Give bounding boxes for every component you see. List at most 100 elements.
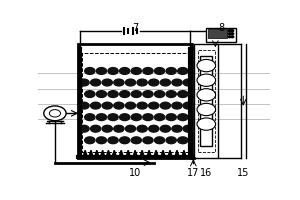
Polygon shape [133,150,137,157]
Circle shape [125,125,136,132]
Circle shape [228,33,231,35]
Polygon shape [126,150,130,157]
Circle shape [183,125,193,132]
Polygon shape [106,150,111,157]
Circle shape [197,118,216,130]
Circle shape [131,137,141,144]
Circle shape [108,91,118,97]
Polygon shape [119,150,124,157]
Circle shape [197,89,216,101]
Circle shape [166,137,176,144]
Circle shape [85,91,95,97]
Circle shape [50,110,61,117]
Circle shape [154,137,165,144]
Circle shape [178,91,188,97]
Circle shape [91,102,101,109]
Bar [198,50,215,152]
Bar [200,56,212,146]
Bar [206,28,236,42]
Polygon shape [89,150,93,157]
Bar [208,29,227,38]
Circle shape [166,91,176,97]
Circle shape [197,74,216,86]
Circle shape [131,68,141,74]
Circle shape [172,102,182,109]
Text: 16: 16 [200,168,213,178]
Polygon shape [175,150,179,157]
Circle shape [228,36,231,38]
Circle shape [44,106,66,121]
Circle shape [183,102,193,109]
Circle shape [166,68,176,74]
Circle shape [96,137,106,144]
Text: 15: 15 [237,168,250,178]
Circle shape [143,114,153,121]
Circle shape [166,114,176,121]
Text: 17: 17 [187,168,200,178]
Bar [82,53,190,152]
Circle shape [79,79,89,86]
Circle shape [125,102,136,109]
Circle shape [231,30,234,32]
Circle shape [120,68,130,74]
Circle shape [148,102,159,109]
Circle shape [79,125,89,132]
Circle shape [137,102,147,109]
Polygon shape [112,150,117,157]
Polygon shape [161,150,165,157]
Text: 8: 8 [218,23,224,33]
Polygon shape [168,150,172,157]
Circle shape [148,79,159,86]
Circle shape [154,114,165,121]
Circle shape [114,125,124,132]
Circle shape [125,79,136,86]
Circle shape [172,125,182,132]
Circle shape [85,137,95,144]
Polygon shape [182,150,186,157]
Circle shape [143,68,153,74]
Polygon shape [140,150,145,157]
Circle shape [108,68,118,74]
Polygon shape [94,150,99,157]
Circle shape [102,79,112,86]
Circle shape [96,68,106,74]
Circle shape [231,36,234,38]
Polygon shape [154,150,158,157]
Circle shape [96,114,106,121]
Circle shape [108,114,118,121]
Circle shape [108,137,118,144]
Circle shape [96,91,106,97]
Circle shape [160,125,170,132]
Polygon shape [100,150,105,157]
Polygon shape [83,150,88,157]
Circle shape [131,91,141,97]
Text: 7: 7 [132,23,138,33]
Circle shape [183,79,193,86]
Circle shape [197,59,216,72]
Polygon shape [147,150,152,157]
Circle shape [102,102,112,109]
Circle shape [137,125,147,132]
Circle shape [85,114,95,121]
Text: 10: 10 [129,168,141,178]
Circle shape [120,91,130,97]
Circle shape [178,68,188,74]
Circle shape [178,114,188,121]
Circle shape [197,103,216,116]
Circle shape [120,137,130,144]
Circle shape [114,102,124,109]
Circle shape [172,79,182,86]
Circle shape [154,91,165,97]
Circle shape [102,125,112,132]
Circle shape [143,137,153,144]
Circle shape [154,68,165,74]
Bar [194,44,218,158]
Circle shape [131,114,141,121]
Circle shape [160,79,170,86]
Circle shape [178,137,188,144]
Circle shape [137,79,147,86]
Circle shape [160,102,170,109]
Circle shape [114,79,124,86]
Circle shape [148,125,159,132]
Circle shape [228,30,231,32]
